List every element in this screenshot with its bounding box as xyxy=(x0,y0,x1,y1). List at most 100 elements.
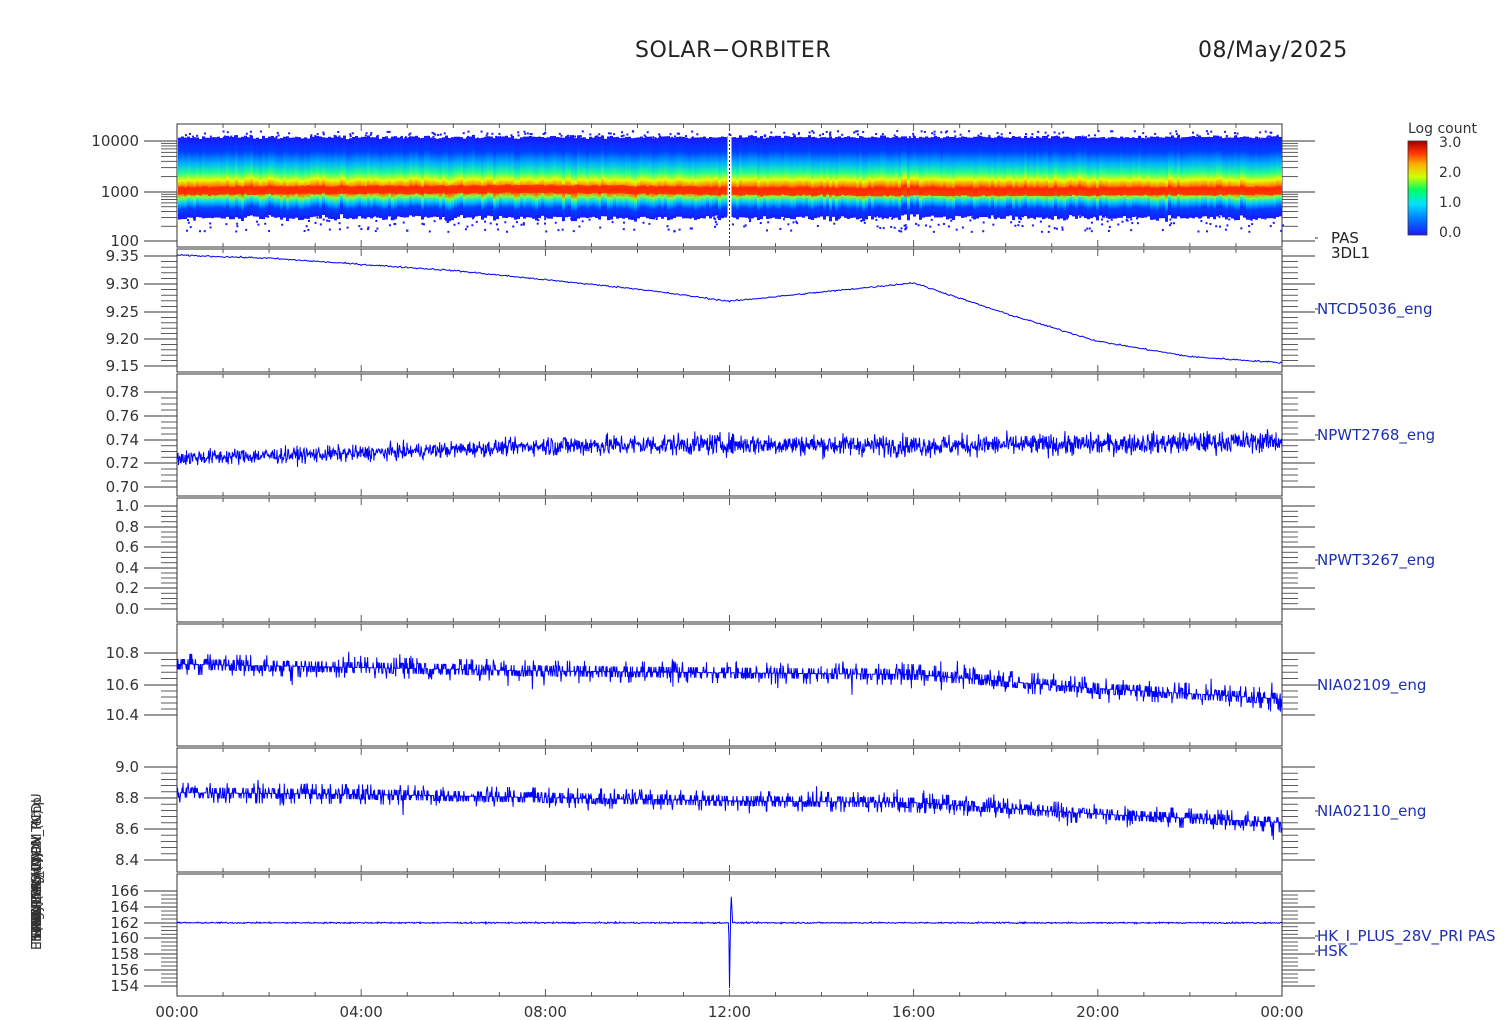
spectrogram-band xyxy=(178,130,1284,242)
spectrogram-core xyxy=(952,188,955,197)
colorbar: Log count 3.0 2.0 1.0 0.0 xyxy=(1407,121,1477,241)
colorbar-tick-label: 0.0 xyxy=(1439,225,1461,241)
spectrogram-speckle xyxy=(363,136,366,139)
spectrogram-core xyxy=(724,186,727,195)
y-tick-label: 0.6 xyxy=(115,538,139,556)
spectrogram-core xyxy=(508,184,511,193)
spectrogram-core xyxy=(826,186,829,195)
spectrogram-core xyxy=(586,185,589,194)
spectrogram-column xyxy=(1186,136,1189,219)
spectrogram-core xyxy=(1060,187,1063,196)
spectrogram-core xyxy=(790,187,793,196)
spectrogram-core xyxy=(196,186,199,195)
spectrogram-core xyxy=(1084,187,1087,196)
spectrogram-speckle xyxy=(322,218,325,221)
spectrogram-speckle xyxy=(1086,227,1089,230)
spectrogram-speckle xyxy=(1234,216,1237,219)
spectrogram-speckle xyxy=(1122,137,1125,140)
spectrogram-core xyxy=(1189,187,1192,196)
spectrogram-core xyxy=(1255,186,1258,195)
spectrogram-column xyxy=(1057,136,1060,220)
spectrogram-speckle xyxy=(1004,139,1007,142)
spectrogram-column xyxy=(1147,137,1150,217)
spectrogram-core xyxy=(298,186,301,195)
spectrogram-speckle xyxy=(582,137,585,140)
spectrogram-column xyxy=(811,137,814,221)
spectrogram-core xyxy=(343,185,346,194)
colorbar-tick-label: 1.0 xyxy=(1439,195,1461,211)
spectrogram-column xyxy=(544,137,547,218)
spectrogram-core xyxy=(253,187,256,196)
spectrogram-speckle xyxy=(1207,132,1210,135)
spectrogram-speckle xyxy=(394,222,397,225)
spectrogram-column xyxy=(580,137,583,218)
spectrogram-speckle xyxy=(486,132,489,135)
spectrogram-core xyxy=(568,186,571,195)
spectrogram-core xyxy=(994,187,997,196)
spectrogram-speckle xyxy=(1142,132,1145,135)
panel-right-label: HSK xyxy=(1317,942,1349,960)
spectrogram-column xyxy=(424,135,427,217)
spectrogram-column xyxy=(1060,137,1063,219)
spectrogram-core xyxy=(736,187,739,196)
spectrogram-speckle xyxy=(307,228,310,231)
spectrogram-speckle xyxy=(1168,224,1171,227)
spectrogram-speckle xyxy=(1240,227,1243,230)
spectrogram-speckle xyxy=(1094,134,1097,137)
spectrogram-column xyxy=(1066,136,1069,218)
spectrogram-speckle xyxy=(1047,134,1050,137)
panel-right-label: NPWT3267_eng xyxy=(1317,551,1435,570)
spectrogram-core xyxy=(682,186,685,195)
spectrogram-core xyxy=(286,186,289,195)
spectrogram-speckle xyxy=(369,133,372,136)
spectrogram-speckle xyxy=(314,221,317,224)
spectrogram-column xyxy=(757,137,760,221)
spectrogram-speckle xyxy=(729,134,732,137)
spectrogram-speckle xyxy=(671,136,674,139)
spectrogram-core xyxy=(1183,187,1186,196)
spectrogram-column xyxy=(928,137,931,217)
spectrogram-core xyxy=(772,187,775,196)
spectrogram-speckle xyxy=(1040,230,1043,233)
spectrogram-core xyxy=(520,184,523,193)
spectrogram-speckle xyxy=(1014,224,1017,227)
spectrogram-core xyxy=(931,188,934,197)
spectrogram-speckle xyxy=(408,133,411,136)
spectrogram-column xyxy=(895,135,898,218)
spectrogram-core xyxy=(478,186,481,195)
spectrogram-speckle xyxy=(540,139,543,142)
spectrogram-column xyxy=(682,136,685,219)
spectrogram-core xyxy=(436,185,439,194)
spectrogram-speckle xyxy=(307,219,310,222)
spectrogram-core xyxy=(220,186,223,195)
spectrogram-core xyxy=(628,185,631,194)
spectrogram-speckle xyxy=(466,225,469,228)
spectrogram-core xyxy=(418,186,421,195)
spectrogram-speckle xyxy=(1175,133,1178,136)
spectrogram-column xyxy=(745,137,748,218)
spectrogram-column xyxy=(1114,137,1117,219)
spectrogram-speckle xyxy=(1101,223,1104,226)
spectrogram-speckle xyxy=(744,224,747,227)
spectrogram-speckle xyxy=(904,227,907,230)
spectrogram-speckle xyxy=(499,135,502,138)
spectrogram-column xyxy=(442,137,445,217)
spectrogram-core xyxy=(472,185,475,194)
spectrogram-core xyxy=(754,186,757,195)
spectrogram-speckle xyxy=(1251,223,1254,226)
series-line-nia02110 xyxy=(176,779,1283,840)
spectrogram-core xyxy=(325,186,328,195)
spectrogram-column xyxy=(430,137,433,218)
spectrogram-speckle xyxy=(246,136,249,139)
spectrogram-speckle xyxy=(912,134,915,137)
spectrogram-core xyxy=(391,185,394,194)
spectrogram-column xyxy=(235,135,238,218)
spectrogram-speckle xyxy=(464,228,467,231)
spectrogram-column xyxy=(217,136,220,218)
spectrogram-core xyxy=(1246,187,1249,196)
spectrogram-column xyxy=(352,136,355,220)
spectrogram-speckle xyxy=(512,225,515,228)
spectrogram-column xyxy=(817,138,820,218)
spectrogram-column xyxy=(304,137,307,219)
spectrogram-speckle xyxy=(917,224,920,227)
